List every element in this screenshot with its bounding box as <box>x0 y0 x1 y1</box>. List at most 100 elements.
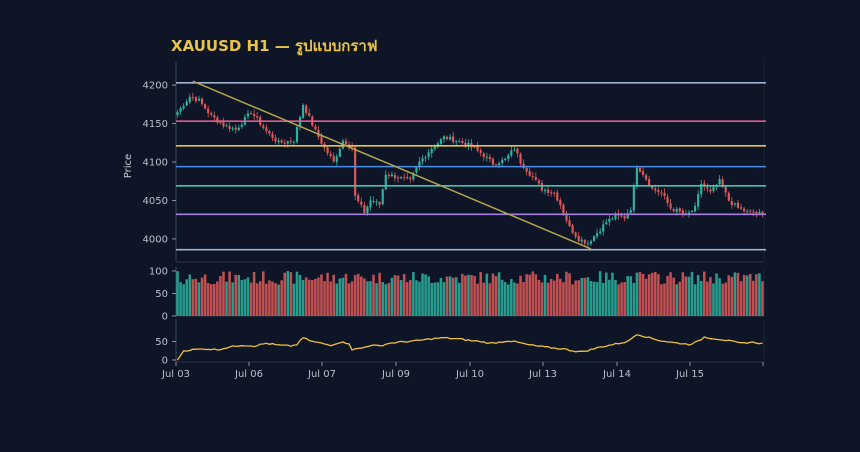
price-ytick-label: 4100 <box>143 158 168 169</box>
candle-body <box>200 98 204 104</box>
volume-bar <box>461 273 464 316</box>
volume-bar <box>179 282 182 316</box>
volume-bar <box>604 272 608 316</box>
candle-body <box>213 115 216 118</box>
volume-bar <box>681 272 685 316</box>
volume-bar <box>736 272 740 316</box>
volume-bar <box>715 273 718 316</box>
volume-bar <box>650 272 654 316</box>
candle-body <box>488 156 491 160</box>
volume-bar <box>476 283 479 316</box>
volume-bar <box>188 274 192 316</box>
volume-bar <box>240 279 244 316</box>
volume-bar <box>206 283 210 316</box>
price-panel: 4000 4050 4100 4150 4200 <box>143 62 766 263</box>
volume-bar <box>194 278 198 316</box>
volume-bar <box>433 282 437 316</box>
volume-bar <box>473 275 476 316</box>
volume-bar <box>457 282 461 316</box>
candle-body <box>197 98 201 101</box>
candle-body <box>669 203 672 209</box>
candle-body <box>234 127 237 130</box>
candle-body <box>354 147 357 196</box>
volume-bar <box>626 276 630 316</box>
candle-body <box>253 113 256 117</box>
volume-bar <box>375 283 378 316</box>
candle-body <box>577 235 580 242</box>
candle-body <box>743 208 746 212</box>
volume-bar <box>687 276 691 316</box>
volume-bar <box>733 272 737 316</box>
volume-bar <box>421 273 424 316</box>
candle-body <box>586 243 589 245</box>
candle-body <box>663 192 666 197</box>
candle-body <box>657 189 660 193</box>
x-tick-label: Jul 10 <box>455 369 484 380</box>
volume-bar <box>197 282 201 316</box>
volume-bar <box>454 277 458 316</box>
volume-bar <box>356 273 360 316</box>
candle-body <box>758 211 761 214</box>
candle-body <box>651 186 654 189</box>
candle-body <box>292 142 295 144</box>
volume-bar <box>623 281 626 316</box>
volume-bar <box>672 277 675 316</box>
candle-body <box>360 201 363 205</box>
volume-bar <box>430 282 434 316</box>
candle-body <box>262 125 265 128</box>
candle-body <box>761 211 764 214</box>
candle-body <box>525 167 528 172</box>
candle-body <box>191 97 194 99</box>
volume-bar <box>390 277 394 316</box>
volume-bar <box>436 282 440 316</box>
volume-bar <box>641 273 645 316</box>
volume-bar <box>464 275 467 316</box>
volume-bar <box>363 278 366 316</box>
candle-body <box>694 205 697 212</box>
candle-body <box>638 167 642 172</box>
candle-body <box>482 153 485 158</box>
candle-body <box>602 224 605 232</box>
candle-body <box>320 136 323 144</box>
volume-bar <box>644 278 648 316</box>
candle-body <box>406 176 409 179</box>
volume-bar <box>748 274 752 316</box>
candle-body <box>540 182 544 191</box>
volume-bar <box>684 276 688 316</box>
volume-bar <box>314 278 317 316</box>
candle-body <box>384 174 387 190</box>
candle-body <box>387 175 390 177</box>
volume-bar <box>506 284 510 316</box>
candle-body <box>727 192 730 201</box>
volume-bar <box>307 279 311 316</box>
candle-body <box>678 208 681 212</box>
candle-body <box>666 196 669 203</box>
candle-body <box>369 200 372 208</box>
volume-bar <box>289 272 293 316</box>
candle-body <box>280 140 283 143</box>
price-ytick-label: 4200 <box>143 81 168 92</box>
candle-body <box>274 137 277 142</box>
candle-body <box>289 140 292 142</box>
candle-body <box>632 185 635 211</box>
volume-bar <box>755 274 758 316</box>
volume-bar <box>427 276 430 316</box>
candle-body <box>654 188 657 191</box>
candle-body <box>583 239 586 244</box>
volume-bar <box>709 277 712 316</box>
candle-body <box>445 136 449 140</box>
candle-body <box>580 239 583 242</box>
candle-body <box>623 216 626 219</box>
candle-body <box>730 201 733 205</box>
volume-bar <box>598 271 602 316</box>
candle-body <box>672 209 675 212</box>
candle-body <box>504 158 507 161</box>
candle-body <box>329 153 332 157</box>
volume-bar <box>332 274 336 316</box>
volume-bar <box>565 271 568 316</box>
candle-body <box>363 205 366 213</box>
candle-body <box>721 179 724 188</box>
candle-body <box>534 176 537 180</box>
candle-body <box>614 213 617 220</box>
volume-bar <box>408 279 412 316</box>
